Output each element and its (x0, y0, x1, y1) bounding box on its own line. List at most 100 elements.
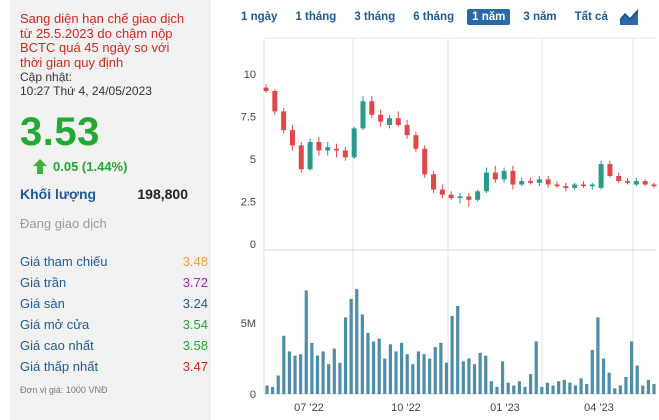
volume-row: Khối lượng 198,800 (20, 186, 188, 202)
volume-bar (540, 386, 544, 394)
candle-body (351, 128, 357, 158)
candle-body (457, 196, 463, 199)
volume-bar (635, 365, 639, 394)
volume-bar (618, 385, 622, 394)
notice-line: Sang diện hạn chế giao dịch (20, 11, 185, 26)
stat-value: 3.58 (182, 338, 208, 353)
volume-bar (506, 382, 510, 394)
range-tab-1-year[interactable]: 1 năm (467, 9, 511, 25)
updated-time: 10:27 Thứ 4, 24/05/2023 (20, 84, 152, 98)
volume-bar (450, 315, 454, 394)
volume-bar (472, 364, 477, 394)
stat-label: Giá mở cửa (20, 317, 90, 332)
volume-bar (534, 341, 538, 394)
volume-bar (299, 354, 303, 394)
candle-body (651, 184, 657, 187)
candle-body (633, 181, 639, 185)
volume-bar (349, 298, 353, 394)
range-tab-1-day[interactable]: 1 ngày (241, 11, 278, 23)
volume-bar (652, 384, 656, 394)
volume-bar (607, 372, 611, 394)
volume-bar (377, 338, 381, 394)
quote-panel: Sang diện hạn chế giao dịch từ 25.5.2023… (10, 0, 211, 420)
range-tab-3-months[interactable]: 3 tháng (354, 11, 396, 23)
volume-bar (371, 341, 376, 394)
candle-body (272, 91, 278, 112)
volume-bar (276, 375, 280, 394)
price-tick-label: 7.5 (241, 112, 256, 124)
volume-bar (545, 382, 550, 394)
chart-canvas: 0 2.5 5 7.5 10 0 5M 07 '22 10 '22 01 '23 04 '23 (241, 37, 657, 414)
range-tab-6-months[interactable]: 6 tháng (413, 11, 455, 23)
volume-bar (573, 385, 578, 394)
price-stats: Giá tham chiếu 3.48 Giá trần 3.72 Giá sà… (20, 251, 208, 377)
candle-body (298, 145, 304, 170)
candle-body (589, 184, 595, 187)
stat-row-reference: Giá tham chiếu 3.48 (20, 251, 208, 272)
volume-bar (287, 351, 292, 394)
volume-bar (304, 290, 308, 394)
volume-bar (310, 342, 314, 394)
volume-bar (624, 376, 628, 394)
candle-body (572, 184, 578, 188)
volume-bar (388, 344, 392, 394)
stat-row-high: Giá cao nhất 3.58 (20, 335, 208, 356)
stat-value: 3.48 (182, 254, 208, 269)
x-tick-label: 01 '23 (490, 402, 520, 414)
volume-bar (360, 314, 364, 394)
candle-body (263, 87, 269, 91)
volume-bar (383, 358, 387, 394)
volume-bar (439, 342, 443, 394)
volume-bar (422, 354, 426, 394)
candle-body (563, 186, 569, 188)
volume-bar (405, 354, 409, 394)
volume-bar (355, 288, 359, 394)
candle-body (307, 142, 313, 170)
area-chart-icon[interactable] (619, 8, 639, 26)
volume-bar (529, 374, 533, 394)
restriction-notice: Sang diện hạn chế giao dịch từ 25.5.2023… (20, 11, 208, 70)
volume-bar (512, 385, 516, 394)
volume-bar (265, 385, 269, 394)
candle-body (501, 170, 507, 180)
volume-bar (315, 355, 320, 394)
candle-body (360, 101, 366, 129)
volume-tick-label: 0 (250, 389, 256, 401)
candle-body (439, 189, 445, 195)
volume-bar (327, 364, 331, 394)
volume-bar (585, 384, 589, 394)
volume-bar (523, 386, 527, 394)
volume-bar (557, 381, 561, 394)
stat-label: Giá trần (20, 275, 67, 290)
candle-body (342, 150, 348, 158)
x-tick-label: 04 '23 (584, 402, 614, 414)
notice-line: BCTC quá 45 ngày so với (20, 40, 170, 55)
volume-label: Khối lượng (20, 186, 97, 202)
volume-bar (456, 305, 460, 394)
candle-body (492, 172, 498, 180)
candle-body (289, 130, 295, 146)
x-tick-label: 10 '22 (391, 402, 421, 414)
price-chart: 0 2.5 5 7.5 10 0 5M 07 '22 10 '22 01 '23 04 '23 (214, 30, 659, 420)
volume-bar (400, 342, 404, 394)
volume-bar (596, 317, 600, 394)
range-tab-1-month[interactable]: 1 tháng (295, 11, 337, 23)
volume-bar (489, 381, 493, 394)
candle-body (545, 179, 551, 185)
stat-row-open: Giá mở cửa 3.54 (20, 314, 208, 335)
volume-bar (568, 382, 572, 394)
candle-body (422, 148, 428, 175)
x-tick-label: 07 '22 (294, 402, 324, 414)
candle-body (536, 179, 542, 183)
updated-label: Cập nhật: (20, 70, 73, 84)
range-tab-3-years[interactable]: 3 năm (523, 11, 557, 23)
candle-body (528, 181, 534, 183)
candle-body (431, 174, 437, 190)
candle-body (598, 164, 604, 188)
candle-body (519, 181, 525, 185)
candle-body (616, 176, 622, 182)
candle-body (625, 181, 631, 183)
volume-bar (428, 358, 432, 394)
range-tab-all[interactable]: Tất cả (574, 11, 608, 23)
candle-body (483, 172, 489, 192)
